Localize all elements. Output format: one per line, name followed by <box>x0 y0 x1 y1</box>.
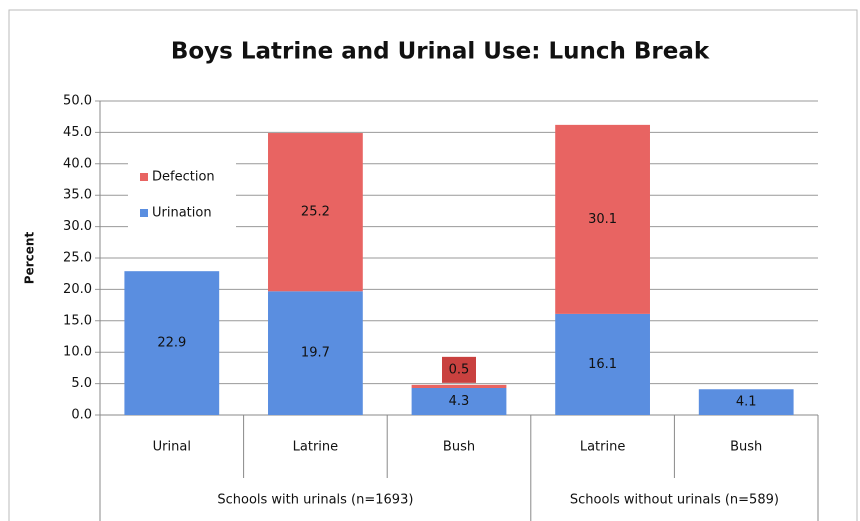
bar-segment <box>698 389 794 415</box>
chart-title: Boys Latrine and Urinal Use: Lunch Break <box>171 39 710 65</box>
y-tick-label: 0.0 <box>71 408 92 423</box>
legend-swatch <box>140 209 148 217</box>
y-tick-label: 25.0 <box>63 251 92 266</box>
chart-border <box>8 9 858 521</box>
x-tick-label: Latrine <box>580 440 626 455</box>
data-label: 4.3 <box>449 394 470 409</box>
bar-segment <box>268 133 363 292</box>
data-label: 22.9 <box>157 336 186 351</box>
bar-segment <box>555 124 650 314</box>
data-label-box <box>442 356 476 383</box>
group-label: Schools without urinals (n=589) <box>570 493 779 508</box>
bar-segment <box>411 387 507 415</box>
group-label: Schools with urinals (n=1693) <box>217 493 413 508</box>
x-tick-label: Latrine <box>293 440 339 455</box>
bar-segment <box>124 271 220 415</box>
data-label: 0.5 <box>449 362 470 377</box>
legend-swatch <box>140 173 148 181</box>
y-tick-label: 45.0 <box>63 125 92 140</box>
y-tick-label: 10.0 <box>63 345 92 360</box>
y-tick-label: 50.0 <box>63 94 92 109</box>
bar-segment <box>555 313 650 415</box>
data-label: 30.1 <box>588 212 617 227</box>
legend-label: Defection <box>152 170 215 185</box>
bar-segment <box>268 291 363 415</box>
y-axis-label: Percent <box>23 232 37 285</box>
y-tick-label: 30.0 <box>63 219 92 234</box>
x-tick-label: Urinal <box>153 440 191 455</box>
legend-label: Urination <box>152 206 212 221</box>
data-label: 25.2 <box>301 205 330 220</box>
x-tick-label: Bush <box>443 440 475 455</box>
data-label: 16.1 <box>588 357 617 372</box>
y-tick-label: 15.0 <box>63 313 92 328</box>
y-tick-label: 40.0 <box>63 156 92 171</box>
y-tick-label: 5.0 <box>71 376 92 391</box>
bar-segment <box>411 384 507 388</box>
y-tick-label: 35.0 <box>63 188 92 203</box>
data-label: 19.7 <box>301 346 330 361</box>
data-label: 4.1 <box>736 395 757 410</box>
x-tick-label: Bush <box>730 440 762 455</box>
y-tick-label: 20.0 <box>63 282 92 297</box>
